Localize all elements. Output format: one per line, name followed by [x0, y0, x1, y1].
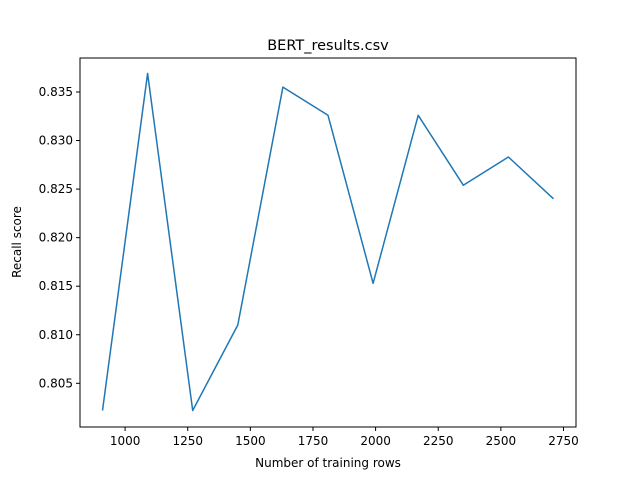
x-tick-label: 2000: [360, 434, 391, 448]
y-axis: 0.805 0.810 0.815 0.820 0.825 0.830 0.835: [39, 85, 80, 390]
y-tick-label: 0.820: [39, 231, 73, 245]
series-line: [101, 72, 555, 412]
axes-frame: [79, 57, 577, 428]
y-tick-label: 0.810: [39, 328, 73, 342]
y-axis-label: Recall score: [10, 206, 24, 278]
x-tick-label: 2500: [486, 434, 517, 448]
chart-title: BERT_results.csv: [267, 38, 389, 54]
y-tick-label: 0.835: [39, 85, 73, 99]
x-tick-label: 1250: [172, 434, 203, 448]
x-tick-label: 1000: [110, 434, 141, 448]
y-tick-label: 0.825: [39, 182, 73, 196]
x-axis: 1000 1250 1500 1750 2000 2250 2500 2750: [110, 427, 579, 448]
y-tick-label: 0.830: [39, 134, 73, 148]
x-tick-label: 1750: [298, 434, 329, 448]
y-tick-label: 0.815: [39, 279, 73, 293]
x-tick-label: 2250: [423, 434, 454, 448]
x-axis-label: Number of training rows: [255, 456, 401, 470]
x-tick-label: 2750: [548, 434, 579, 448]
x-tick-label: 1500: [235, 434, 266, 448]
plot-area: [101, 72, 555, 412]
y-tick-label: 0.805: [39, 376, 73, 390]
